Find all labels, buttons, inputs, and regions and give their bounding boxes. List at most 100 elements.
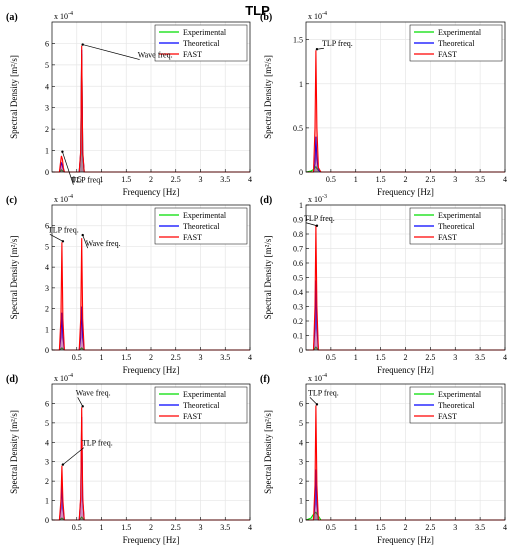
y-tick-label: 0 [299,168,303,177]
panel-label: (d) [6,374,18,385]
exponent-base: x 10 [308,374,322,383]
y-tick-label: 6 [45,399,49,408]
annotation-arrow-head [315,48,319,51]
x-tick-label: 0.5 [72,353,82,362]
legend: Experimental Theoretical FAST [154,24,248,62]
x-axis-label: Frequency [Hz] [377,187,434,197]
x-tick-label: 3 [199,353,203,362]
y-tick-label: 6 [45,222,49,231]
y-tick-label: 1 [45,325,49,334]
panel-label: (a) [6,12,18,23]
x-tick-label: 1 [100,353,104,362]
y-tick-label: 0.4 [293,288,303,297]
x-tick-label: 2.5 [425,523,435,532]
legend-entry: FAST [438,233,457,242]
x-tick-label: 1 [354,523,358,532]
y-tick-label: 2 [45,125,49,134]
legend-entry: Experimental [438,28,482,37]
y-tick-label: 2 [45,477,49,486]
x-tick-label: 0.5 [326,523,336,532]
x-tick-label: 3.5 [475,523,485,532]
exponent-base: x 10 [54,12,68,21]
x-tick-label: 3.5 [475,353,485,362]
y-tick-label: 0.7 [293,245,303,254]
annotation-label: TLP freq. [322,39,353,48]
legend-entry: Experimental [183,28,227,37]
annotation-arrow-head [61,463,65,466]
x-tick-label: 2.5 [425,175,435,184]
y-tick-label: 0 [299,516,303,525]
legend-entry: Theoretical [438,39,475,48]
x-tick-label: 3 [199,523,203,532]
legend: Experimental Theoretical FAST [409,24,503,62]
x-tick-label: 3 [199,175,203,184]
legend-entry: Theoretical [438,401,475,410]
exponent-base: x 10 [308,12,322,21]
x-tick-label: 3.5 [220,175,230,184]
figure-title: TLP [245,3,270,18]
x-tick-label: 3.5 [475,175,485,184]
x-axis-label: Frequency [Hz] [123,187,180,197]
legend-entry: Theoretical [183,39,220,48]
y-tick-label: 0.9 [293,216,303,225]
annotation-arrow-head [81,43,84,46]
y-tick-label: 1 [45,147,49,156]
legend-entry: Theoretical [438,222,475,231]
annotation-arrow [62,151,74,185]
x-tick-label: 3.5 [220,523,230,532]
x-tick-label: 1.5 [376,175,386,184]
panel-label: (f) [260,374,270,385]
legend-entry: FAST [183,233,202,242]
x-tick-label: 1.5 [376,523,386,532]
x-tick-label: 2 [149,523,153,532]
chart-panel: 0.5 1 1.5 2 2.5 3 3.5 4 0 0.1 0.2 0.3 0.4 0.5 0.6 0.7 0.… [260,194,507,375]
y-tick-label: 0.6 [293,259,303,268]
x-tick-label: 2.5 [425,353,435,362]
axis-exponent: x 10-3 [308,194,327,204]
y-tick-label: 0.8 [293,230,303,239]
x-tick-label: 0.5 [72,175,82,184]
y-axis-label: Spectral Density [m²/s] [9,236,19,320]
legend-entry: Experimental [438,211,482,220]
legend-entry: FAST [183,50,202,59]
x-tick-label: 2 [149,353,153,362]
chart-panel: 0.5 1 1.5 2 2.5 3 3.5 4 0 1 2 3 4 5 6 Frequency [Hz] Spe… [6,11,252,197]
x-axis-label: Frequency [Hz] [377,365,434,375]
exponent-power: -4 [68,194,73,200]
annotation-arrow-head [81,405,84,408]
y-tick-label: 1 [299,497,303,506]
y-axis-label: Spectral Density [m²/s] [9,55,19,139]
y-tick-label: 0.1 [293,332,303,341]
annotation-arrow-head [61,240,65,243]
axis-exponent: x 10-4 [308,11,327,21]
y-tick-label: 4 [45,263,49,272]
y-tick-label: 2 [45,305,49,314]
annotation-arrow-head [315,403,319,406]
x-tick-label: 0.5 [326,175,336,184]
y-tick-label: 3 [45,458,49,467]
y-tick-label: 0 [45,516,49,525]
x-tick-label: 4 [503,523,507,532]
x-axis-label: Frequency [Hz] [123,535,180,545]
x-tick-label: 1.5 [376,353,386,362]
y-tick-label: 4 [299,438,303,447]
annotation-arrow [82,44,140,60]
legend: Experimental Theoretical FAST [154,207,248,245]
y-tick-label: 1 [299,80,303,89]
axis-exponent: x 10-4 [54,373,73,383]
x-tick-label: 0.5 [326,353,336,362]
x-tick-label: 3 [453,523,457,532]
legend-entry: Theoretical [183,401,220,410]
y-tick-label: 2 [299,477,303,486]
x-tick-label: 2 [404,353,408,362]
y-axis-label: Spectral Density [m²/s] [263,236,273,320]
annotation-arrow [309,397,318,405]
chart-panel: 0.5 1 1.5 2 2.5 3 3.5 4 0 0.5 1 1.5 Frequency [Hz] Sp… [260,11,507,197]
x-tick-label: 2 [404,175,408,184]
legend-entry: Experimental [438,390,482,399]
exponent-power: -4 [322,373,327,379]
x-tick-label: 2.5 [171,523,181,532]
x-tick-label: 0.5 [72,523,82,532]
x-tick-label: 2 [404,523,408,532]
